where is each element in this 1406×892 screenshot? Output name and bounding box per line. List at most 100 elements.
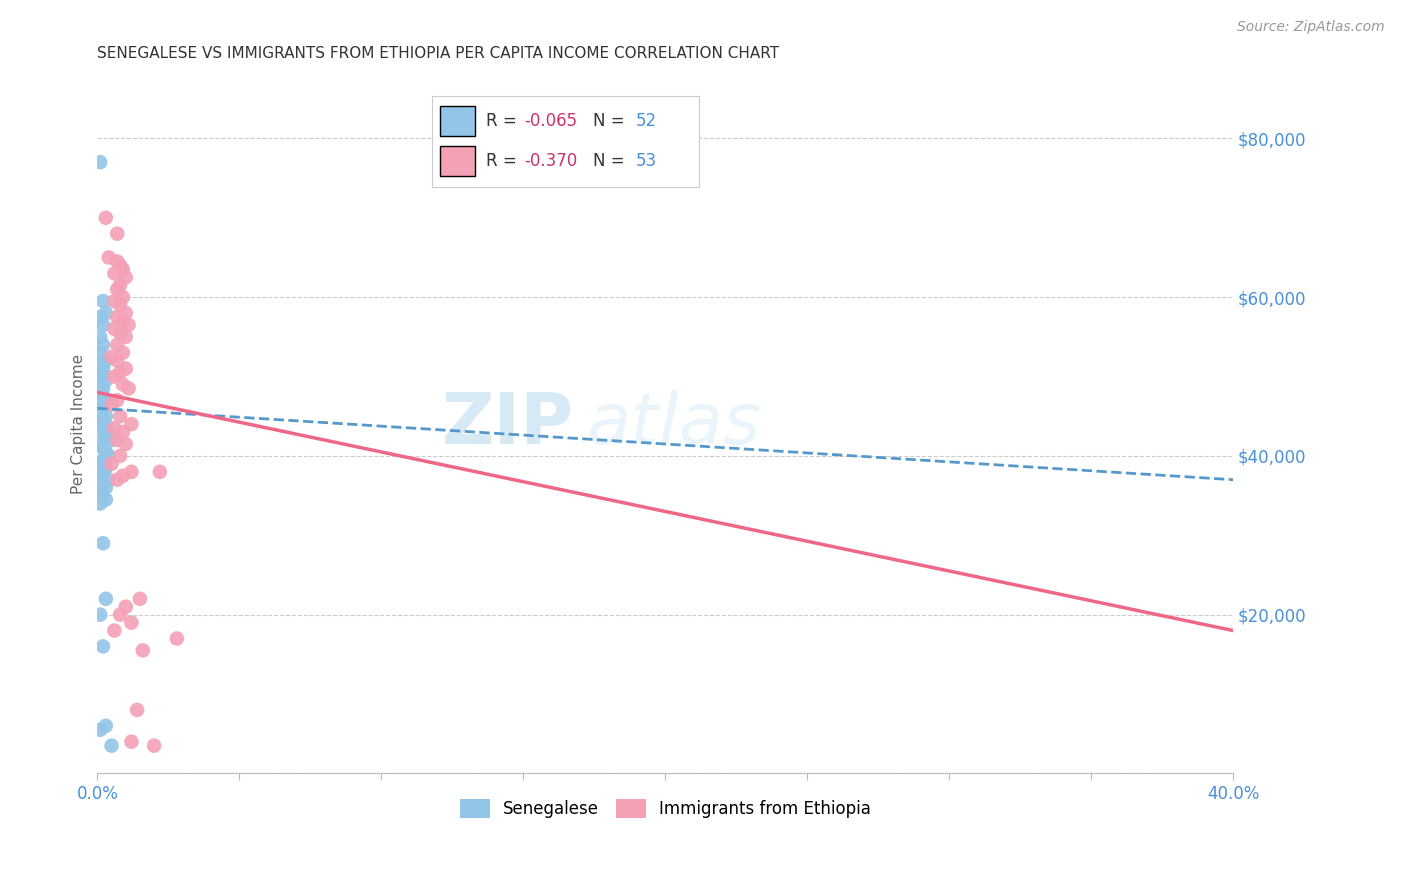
Point [91, 369, 114, 384]
Point [105, 227, 128, 241]
Point [89, 417, 111, 432]
Point [94, 353, 117, 368]
Point [100, 397, 122, 411]
Point [108, 298, 131, 312]
Point [89, 366, 111, 380]
Point [94, 306, 117, 320]
Point [91, 453, 114, 467]
Point [117, 318, 139, 332]
Point [91, 338, 114, 352]
Point [114, 306, 136, 320]
Point [166, 632, 188, 646]
Point [120, 465, 142, 479]
Point [97, 251, 120, 265]
Point [111, 377, 134, 392]
Text: Source: ZipAtlas.com: Source: ZipAtlas.com [1237, 20, 1385, 34]
Point [91, 441, 114, 455]
Point [103, 294, 125, 309]
Point [89, 405, 111, 419]
Point [129, 591, 152, 606]
Point [114, 599, 136, 614]
Point [120, 734, 142, 748]
Point [103, 421, 125, 435]
Point [143, 739, 166, 753]
Point [105, 282, 128, 296]
Point [91, 413, 114, 427]
Point [120, 417, 142, 432]
Point [100, 350, 122, 364]
Point [111, 425, 134, 439]
Point [89, 330, 111, 344]
Point [108, 278, 131, 293]
Point [105, 473, 128, 487]
Point [105, 353, 128, 368]
Point [94, 481, 117, 495]
Point [108, 259, 131, 273]
Point [94, 409, 117, 424]
Point [89, 607, 111, 622]
Point [91, 425, 114, 439]
Point [103, 266, 125, 280]
Point [89, 358, 111, 372]
Point [94, 492, 117, 507]
Point [103, 322, 125, 336]
Point [117, 381, 139, 395]
Point [111, 290, 134, 304]
Point [94, 591, 117, 606]
Point [94, 719, 117, 733]
Point [89, 377, 111, 392]
Point [103, 624, 125, 638]
Point [114, 361, 136, 376]
Y-axis label: Per Capita Income: Per Capita Income [72, 354, 86, 494]
Point [89, 385, 111, 400]
Point [108, 449, 131, 463]
Point [120, 615, 142, 630]
Point [103, 369, 125, 384]
Point [111, 345, 134, 359]
Point [94, 445, 117, 459]
Text: atlas: atlas [586, 390, 761, 458]
Point [114, 437, 136, 451]
Point [132, 643, 155, 657]
Point [91, 489, 114, 503]
Point [91, 381, 114, 395]
Point [91, 640, 114, 654]
Legend: Senegalese, Immigrants from Ethiopia: Senegalese, Immigrants from Ethiopia [453, 792, 877, 824]
Point [89, 437, 111, 451]
Point [108, 409, 131, 424]
Point [89, 468, 111, 483]
Point [108, 366, 131, 380]
Point [91, 536, 114, 550]
Point [91, 318, 114, 332]
Point [114, 330, 136, 344]
Point [105, 310, 128, 324]
Point [89, 155, 111, 169]
Point [89, 345, 111, 359]
Point [94, 393, 117, 408]
Point [105, 433, 128, 447]
Point [111, 468, 134, 483]
Point [149, 465, 172, 479]
Point [89, 457, 111, 471]
Point [108, 326, 131, 340]
Point [127, 703, 149, 717]
Point [114, 270, 136, 285]
Point [89, 497, 111, 511]
Point [105, 254, 128, 268]
Text: SENEGALESE VS IMMIGRANTS FROM ETHIOPIA PER CAPITA INCOME CORRELATION CHART: SENEGALESE VS IMMIGRANTS FROM ETHIOPIA P… [97, 46, 779, 62]
Point [94, 374, 117, 388]
Point [91, 361, 114, 376]
Point [94, 211, 117, 225]
Point [97, 449, 120, 463]
Point [91, 465, 114, 479]
Point [100, 457, 122, 471]
Point [100, 739, 122, 753]
Point [91, 401, 114, 416]
Point [89, 310, 111, 324]
Point [97, 421, 120, 435]
Point [89, 484, 111, 499]
Point [89, 723, 111, 737]
Point [91, 294, 114, 309]
Point [94, 429, 117, 443]
Point [108, 607, 131, 622]
